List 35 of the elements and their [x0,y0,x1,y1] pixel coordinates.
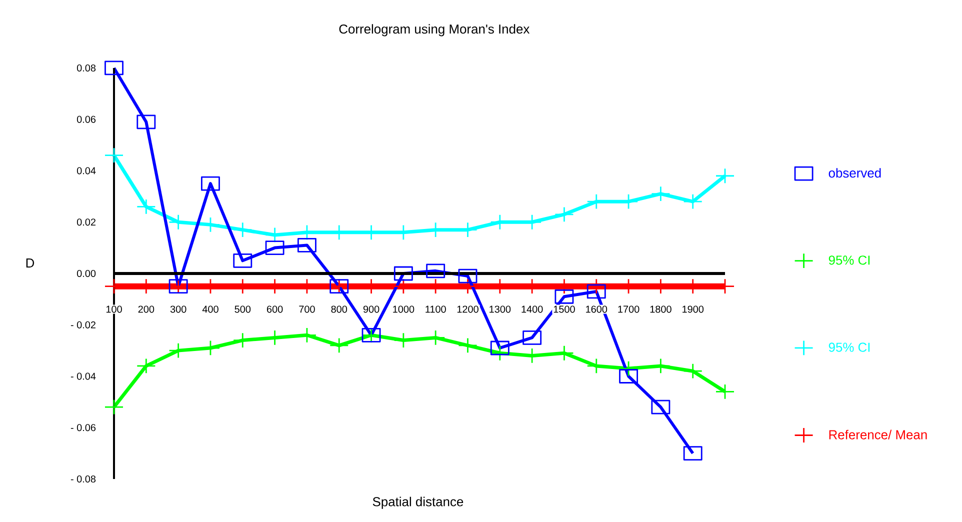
chart-title: Correlogram using Moran's Index [339,24,530,36]
y-axis-title: D [26,258,34,268]
legend-label: observed [828,168,881,178]
y-tick-label: - 0.08 [70,475,96,483]
x-tick-label: 900 [363,306,380,313]
x-tick-label: 400 [202,306,218,313]
y-tick-label: 0.00 [76,270,96,278]
legend-label: 95% CI [828,342,870,352]
x-tick-label: 1500 [554,306,575,313]
legend-label: Reference/ Mean [829,430,927,440]
x-tick-label: 700 [299,306,315,313]
x-tick-label: 600 [266,306,283,313]
x-tick-label: 200 [138,306,154,313]
x-tick-label: 300 [170,306,186,313]
y-tick-label: 0.04 [76,167,96,174]
y-tick-label: 0.02 [76,218,96,226]
x-tick-label: 1600 [586,306,608,313]
x-tick-label: 100 [106,306,122,313]
x-tick-label: 1400 [522,306,543,313]
x-tick-label: 1700 [618,306,640,313]
x-tick-label: 1200 [457,306,478,313]
x-tick-label: 1100 [426,306,446,313]
y-tick-label: - 0.06 [70,424,96,432]
legend-label: 95% CI [828,256,870,265]
x-tick-label: 1800 [650,306,672,313]
y-tick-label: - 0.02 [70,321,96,328]
y-tick-label: 0.08 [76,64,96,72]
x-tick-label: 1000 [393,306,414,313]
x-tick-label: 500 [234,306,251,313]
x-axis-title: Spatial distance [372,496,464,509]
x-tick-label: 800 [331,306,348,313]
x-tick-label: 1900 [682,306,704,313]
y-tick-label: - 0.04 [70,372,96,380]
y-tick-label: 0.06 [76,116,96,123]
x-tick-label: 1300 [490,306,511,313]
